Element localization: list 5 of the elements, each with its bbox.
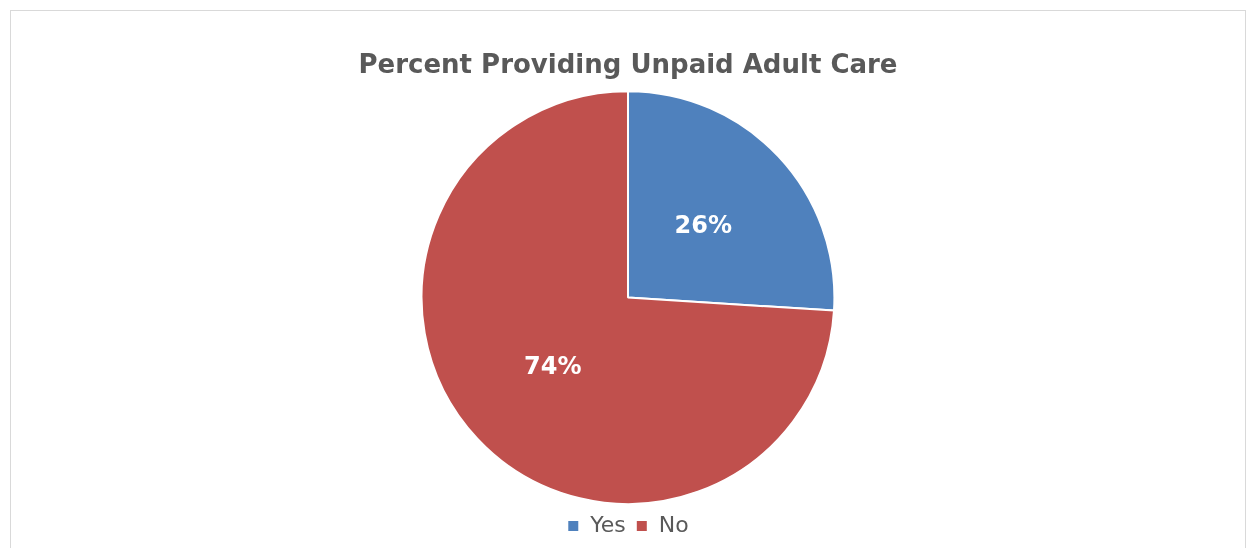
chart-title: Percent Providing Unpaid Adult Care [358,49,898,80]
legend-label: Yes [589,511,626,537]
data-label: 74% [524,352,582,381]
data-label: 26% [674,211,732,240]
legend-label: No [658,511,689,537]
